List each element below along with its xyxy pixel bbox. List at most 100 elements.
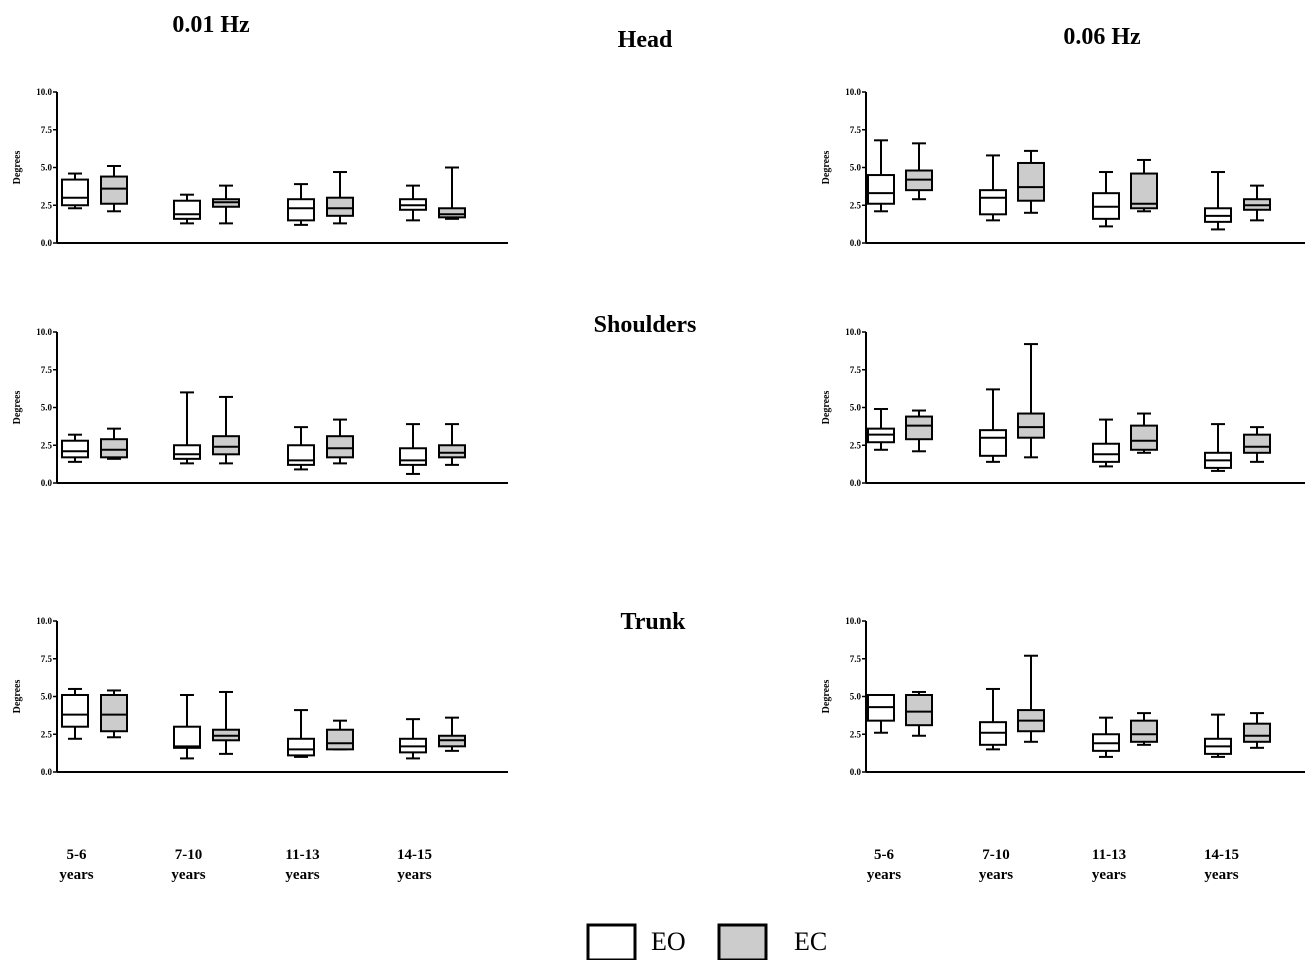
y-tick-label: 0.0 bbox=[41, 478, 53, 488]
y-tick-label: 10.0 bbox=[36, 87, 52, 97]
box-eo-7-10 bbox=[173, 391, 201, 465]
legend-label-ec: EC bbox=[794, 927, 827, 956]
box-ec-7-10 bbox=[1017, 343, 1045, 459]
category-label-unit: years bbox=[1092, 867, 1126, 883]
y-tick-label: 2.5 bbox=[41, 440, 53, 450]
box-eo-5-6 bbox=[61, 172, 89, 210]
box-plot-panels: 0.0 2.5 5.0 7.5 10.0 Degrees 0.0 2.5 5.0 7.5 10.0 D… bbox=[12, 87, 1305, 883]
iqr-box bbox=[399, 447, 427, 466]
category-label-range: 14-15 bbox=[1204, 847, 1239, 863]
iqr-box bbox=[1130, 719, 1158, 743]
iqr-box bbox=[173, 199, 201, 220]
iqr-box bbox=[979, 189, 1007, 216]
y-axis-label: Degrees bbox=[12, 680, 23, 714]
legend-swatch-ec bbox=[717, 923, 768, 960]
iqr-box bbox=[438, 444, 466, 459]
box-eo-7-10 bbox=[979, 388, 1007, 463]
y-tick-label: 7.5 bbox=[850, 654, 862, 664]
iqr-box bbox=[326, 435, 354, 459]
iqr-box bbox=[61, 693, 89, 728]
box-eo-7-10 bbox=[979, 687, 1007, 751]
iqr-box bbox=[326, 196, 354, 217]
iqr-box bbox=[173, 725, 201, 749]
iqr-box bbox=[979, 429, 1007, 457]
iqr-box bbox=[1092, 442, 1120, 463]
iqr-box bbox=[905, 693, 933, 727]
category-label-range: 11-13 bbox=[1092, 847, 1126, 863]
category-label-range: 7-10 bbox=[175, 847, 203, 863]
category-label-unit: years bbox=[1204, 867, 1238, 883]
row-title-trunk: Trunk bbox=[621, 609, 687, 635]
box-ec-7-10 bbox=[212, 690, 240, 755]
box-ec-7-10 bbox=[1017, 149, 1045, 214]
iqr-box bbox=[287, 444, 315, 466]
panel-shoulders-right: 0.0 2.5 5.0 7.5 10.0 Degrees bbox=[821, 327, 1305, 488]
title-right-frequency: 0.06 Hz bbox=[1063, 24, 1141, 50]
y-tick-label: 5.0 bbox=[850, 692, 862, 702]
box-eo-11-13 bbox=[287, 709, 315, 758]
box-ec-14-15 bbox=[1243, 712, 1271, 749]
y-tick-label: 2.5 bbox=[850, 440, 862, 450]
iqr-box bbox=[100, 693, 128, 733]
y-tick-label: 2.5 bbox=[850, 200, 862, 210]
category-label-range: 11-13 bbox=[285, 847, 319, 863]
box-eo-14-15 bbox=[399, 423, 427, 475]
box-eo-14-15 bbox=[399, 184, 427, 222]
y-tick-label: 0.0 bbox=[850, 767, 862, 777]
box-eo-7-10 bbox=[173, 193, 201, 225]
iqr-box bbox=[438, 207, 466, 219]
iqr-box bbox=[867, 174, 895, 205]
row-title-shoulders: Shoulders bbox=[594, 312, 697, 338]
y-tick-label: 7.5 bbox=[850, 365, 862, 375]
y-tick-label: 5.0 bbox=[41, 403, 53, 413]
box-ec-7-10 bbox=[212, 395, 240, 465]
iqr-box bbox=[212, 435, 240, 456]
category-label-unit: years bbox=[867, 867, 901, 883]
box-eo-5-6 bbox=[61, 687, 89, 740]
iqr-box bbox=[61, 178, 89, 207]
y-tick-label: 10.0 bbox=[36, 616, 52, 626]
box-ec-7-10 bbox=[212, 184, 240, 225]
box-eo-11-13 bbox=[1092, 171, 1120, 228]
box-eo-5-6 bbox=[867, 408, 895, 451]
iqr-box bbox=[1017, 161, 1045, 202]
panel-head-left: 0.0 2.5 5.0 7.5 10.0 Degrees bbox=[12, 87, 508, 248]
box-eo-11-13 bbox=[1092, 418, 1120, 468]
y-axis-label: Degrees bbox=[12, 391, 23, 425]
box-ec-14-15 bbox=[438, 716, 466, 752]
box-ec-11-13 bbox=[326, 418, 354, 465]
category-label-range: 5-6 bbox=[874, 847, 894, 863]
legend-swatch-eo bbox=[586, 923, 637, 960]
box-ec-11-13 bbox=[326, 171, 354, 225]
y-tick-label: 10.0 bbox=[36, 327, 52, 337]
panel-shoulders-left: 0.0 2.5 5.0 7.5 10.0 Degrees bbox=[12, 327, 508, 488]
box-eo-14-15 bbox=[1204, 713, 1232, 758]
box-ec-5-6 bbox=[100, 427, 128, 460]
y-tick-label: 2.5 bbox=[41, 729, 53, 739]
y-axis-label: Degrees bbox=[12, 151, 23, 185]
y-tick-label: 5.0 bbox=[41, 692, 53, 702]
box-ec-11-13 bbox=[1130, 412, 1158, 454]
y-tick-label: 10.0 bbox=[845, 327, 861, 337]
y-tick-label: 0.0 bbox=[41, 238, 53, 248]
box-eo-11-13 bbox=[287, 426, 315, 471]
box-eo-14-15 bbox=[399, 718, 427, 760]
y-tick-label: 0.0 bbox=[41, 767, 53, 777]
y-tick-label: 7.5 bbox=[41, 125, 53, 135]
y-tick-label: 7.5 bbox=[850, 125, 862, 135]
iqr-box bbox=[100, 175, 128, 205]
iqr-box bbox=[287, 198, 315, 222]
y-tick-label: 5.0 bbox=[850, 163, 862, 173]
box-ec-5-6 bbox=[905, 690, 933, 737]
category-label-unit: years bbox=[397, 867, 431, 883]
y-tick-label: 5.0 bbox=[41, 163, 53, 173]
y-tick-label: 10.0 bbox=[845, 616, 861, 626]
category-label-range: 7-10 bbox=[982, 847, 1010, 863]
iqr-box bbox=[173, 444, 201, 460]
legend-label-eo: EO bbox=[651, 927, 686, 956]
iqr-box bbox=[287, 737, 315, 757]
y-axis-label: Degrees bbox=[821, 151, 832, 185]
category-label-unit: years bbox=[59, 867, 93, 883]
box-eo-7-10 bbox=[979, 154, 1007, 222]
iqr-box bbox=[1130, 172, 1158, 210]
